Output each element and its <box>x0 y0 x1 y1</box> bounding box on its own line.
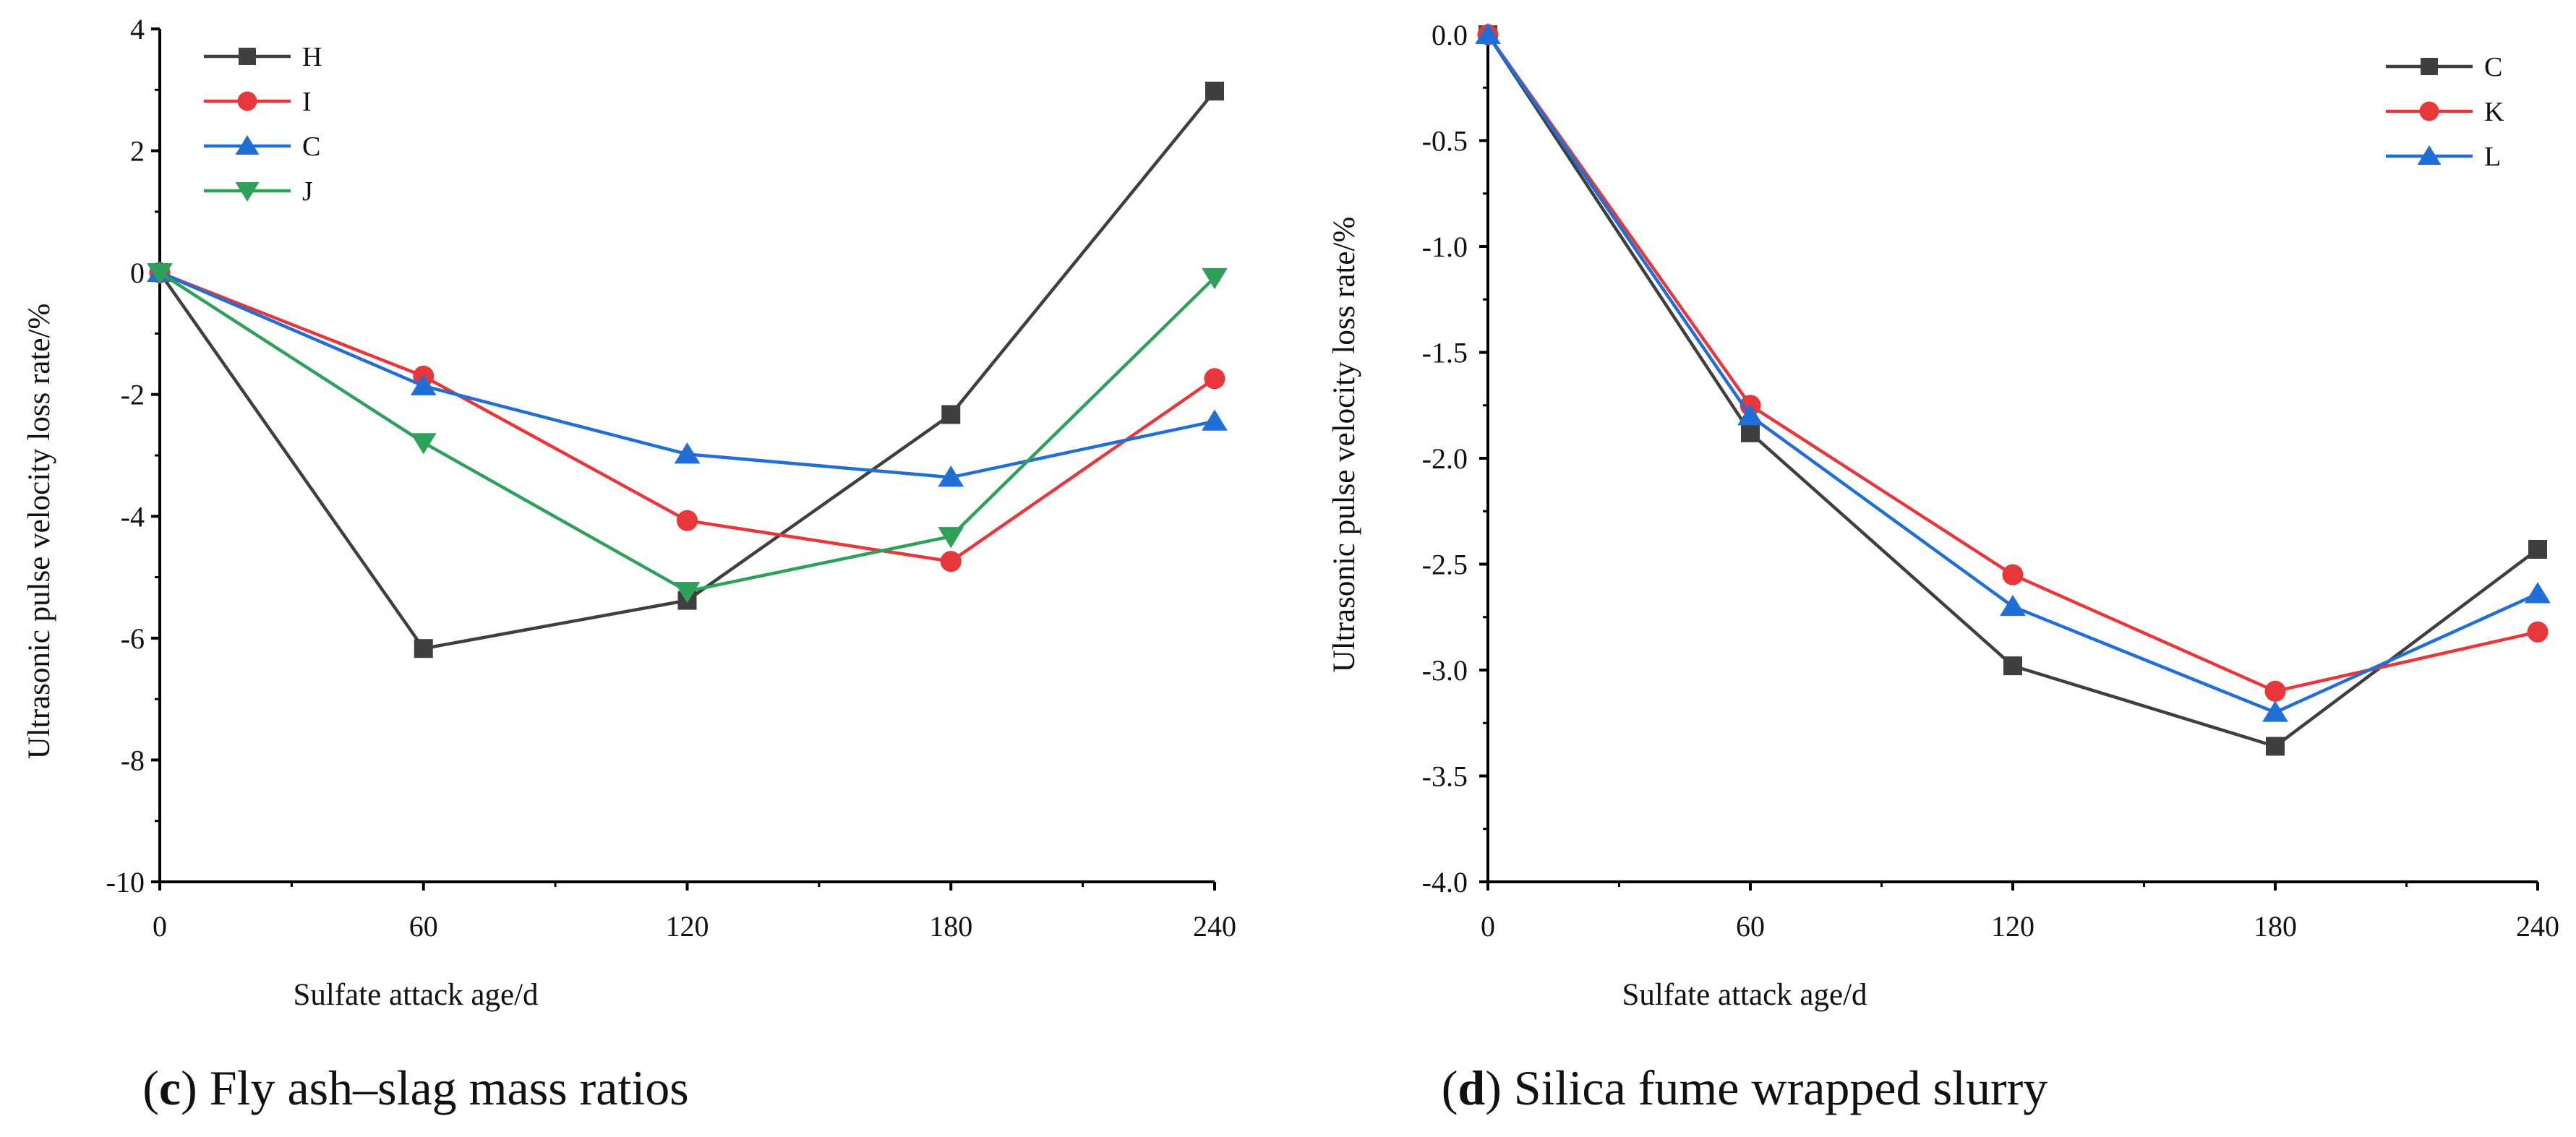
legend-label: I <box>302 87 312 117</box>
series-l <box>1475 22 2551 722</box>
data-point <box>1202 267 1228 290</box>
y-tick-label: -8 <box>121 744 145 776</box>
legend-entry: K <box>2386 97 2504 127</box>
x-tick-label: 240 <box>1193 910 1236 943</box>
x-axis-title: Sulfate attack age/d <box>1622 978 1867 1012</box>
legend-marker <box>239 48 256 65</box>
y-tick-label: -1.0 <box>1422 231 1468 263</box>
panel-caption: (d) Silica fume wrapped slurry <box>1442 1060 2047 1115</box>
caption-letter: c <box>159 1060 181 1115</box>
data-point <box>674 442 701 464</box>
legend-label: J <box>302 176 313 207</box>
y-axis-title: Ultrasonic pulse velocity loss rate/% <box>22 304 56 760</box>
y-tick-label: -3.0 <box>1422 654 1468 687</box>
y-axis-title: Ultrasonic pulse velocity loss rate/% <box>1327 217 1361 673</box>
series-j <box>147 263 1228 604</box>
data-point <box>2266 737 2285 756</box>
data-point <box>938 527 964 549</box>
x-tick-label: 180 <box>2254 910 2297 943</box>
y-tick-label: -10 <box>106 866 145 898</box>
data-point <box>2000 594 2026 617</box>
y-tick-label: -2.0 <box>1422 442 1468 475</box>
data-point <box>147 263 173 285</box>
y-tick-label: -2.5 <box>1422 549 1468 581</box>
caption-letter: d <box>1458 1060 1485 1115</box>
x-tick-label: 0 <box>153 910 167 943</box>
x-tick-label: 60 <box>409 910 438 943</box>
legend-marker <box>237 91 257 111</box>
y-tick-label: -4 <box>121 500 145 533</box>
x-tick-label: 120 <box>666 910 709 943</box>
data-point <box>941 405 961 424</box>
data-point <box>940 551 962 572</box>
data-point <box>2264 680 2286 702</box>
y-tick-label: 0 <box>130 257 145 289</box>
legend-marker <box>2421 58 2438 75</box>
legend-marker <box>235 182 260 202</box>
chart-panel-fly-ash-slag: Sulfate attack age/d Ultrasonic pulse ve… <box>22 13 1236 1115</box>
legend-entry: I <box>204 87 312 117</box>
panel-caption: (c) Fly ash–slag mass ratios <box>142 1060 688 1115</box>
legend-entry: H <box>204 42 322 72</box>
caption-text: Silica fume wrapped slurry <box>1514 1060 2047 1115</box>
legend-label: C <box>302 132 320 162</box>
x-axis-title: Sulfate attack age/d <box>293 978 538 1012</box>
data-point <box>2002 564 2024 585</box>
plot-area: -4.0 -3.5 -3.0 -2.5 -2.0 -1.5 -1.0 -0.5 0.0 0 60 12… <box>1422 19 2559 943</box>
data-point <box>2003 656 2022 676</box>
series-c <box>147 260 1228 487</box>
data-point <box>1205 81 1224 100</box>
x-tick-label: 0 <box>1481 910 1495 943</box>
legend-label: C <box>2484 52 2502 82</box>
data-point <box>2262 700 2288 722</box>
x-tick-label: 120 <box>1991 910 2034 943</box>
data-point <box>410 374 437 395</box>
y-tick-label: -6 <box>121 622 145 655</box>
legend: CKL <box>2386 52 2504 172</box>
data-point <box>1204 368 1225 390</box>
data-point <box>414 639 433 658</box>
y-tick-label: -2 <box>121 379 145 411</box>
data-point <box>938 465 964 487</box>
y-tick-label: 4 <box>130 13 145 46</box>
y-tick-label: -3.5 <box>1422 760 1468 793</box>
y-tick-label: -4.0 <box>1422 866 1468 898</box>
x-tick-label: 60 <box>1736 910 1765 943</box>
legend-entry: C <box>2386 52 2502 82</box>
legend-label: H <box>302 42 322 72</box>
x-tick-label: 180 <box>929 910 972 943</box>
data-point <box>674 581 701 604</box>
x-tick-label: 240 <box>2516 910 2559 943</box>
legend-entry: C <box>204 132 320 162</box>
legend-label: L <box>2484 142 2501 172</box>
data-point <box>2528 539 2547 559</box>
chart-panel-silica-fume: Sulfate attack age/d Ultrasonic pulse ve… <box>1327 19 2559 1115</box>
y-tick-label: 2 <box>130 135 145 168</box>
data-point <box>1475 22 1501 44</box>
y-tick-label: 0.0 <box>1432 19 1468 51</box>
data-point <box>1741 423 1760 442</box>
legend-entry: J <box>204 176 313 207</box>
caption-text: Fly ash–slag mass ratios <box>210 1060 689 1115</box>
data-point <box>410 433 437 455</box>
data-point <box>1202 409 1228 431</box>
data-point <box>676 510 698 531</box>
data-point <box>1737 404 1763 426</box>
data-point <box>2527 621 2549 643</box>
y-tick-label: -0.5 <box>1422 125 1468 158</box>
legend-marker <box>2419 101 2439 121</box>
legend-label: K <box>2484 97 2504 127</box>
legend-marker <box>2417 145 2442 165</box>
y-tick-label: -1.5 <box>1422 337 1468 369</box>
data-point <box>2525 582 2551 604</box>
legend-entry: L <box>2386 142 2501 172</box>
legend-marker <box>235 135 260 155</box>
